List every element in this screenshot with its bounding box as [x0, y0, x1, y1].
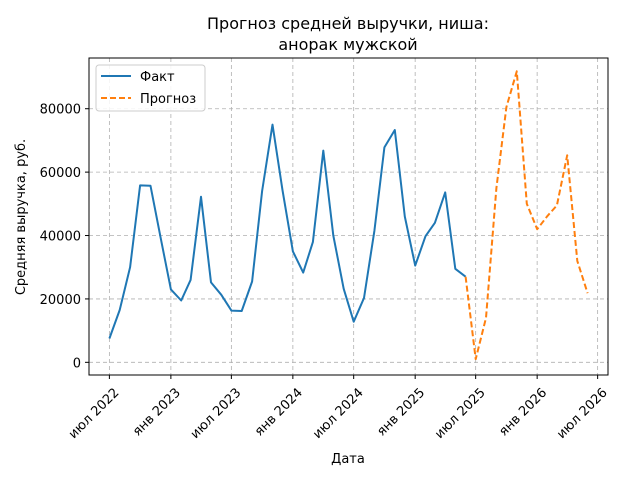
data-series: [108, 70, 589, 361]
legend-label-forecast: Прогноз: [140, 92, 196, 107]
y-tick-label: 80000: [40, 103, 81, 118]
y-axis-title: Средняя выручка, руб.: [14, 139, 29, 295]
legend-label-fact: Факт: [140, 70, 175, 85]
legend: Факт Прогноз: [95, 64, 206, 112]
y-tick-label: 40000: [40, 230, 81, 245]
plot-frame: [88, 57, 609, 376]
series-line-forecast: [464, 70, 589, 361]
y-axis-ticks: 0 20000 40000 60000 80000: [40, 103, 89, 371]
y-tick-label: 0: [73, 356, 81, 371]
y-tick-label: 20000: [40, 293, 81, 308]
chart-title-line-1: Прогноз средней выручки, ниша:: [207, 14, 489, 33]
chart-title-line-2: анорак мужской: [278, 35, 417, 54]
series-line-fact: [108, 123, 467, 339]
y-tick-label: 60000: [40, 166, 81, 181]
x-axis-title: Дата: [331, 452, 365, 467]
